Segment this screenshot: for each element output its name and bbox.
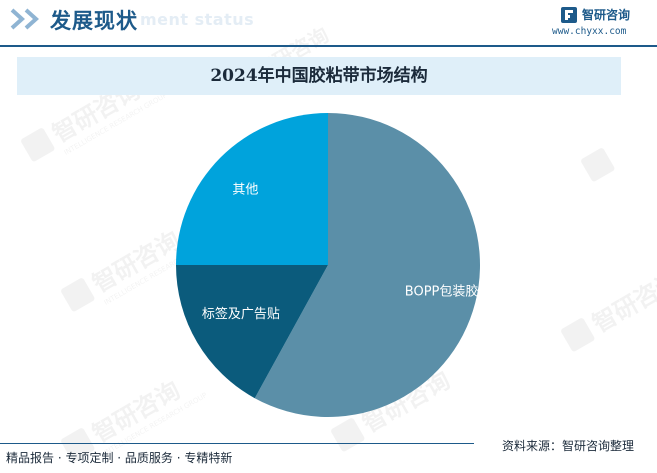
brand-url: www.chyxx.com xyxy=(552,26,627,37)
section-header: ment status 发展现状 智研咨询 www.chyxx.com xyxy=(0,0,657,40)
pie-slice-label: BOPP包装胶带 xyxy=(405,284,492,300)
section-title: 发展现状 xyxy=(50,9,138,33)
header-ghost-text: ment status xyxy=(140,10,255,29)
header-divider xyxy=(0,45,657,47)
footer-divider xyxy=(0,443,474,444)
source-note: 资料来源：智研咨询整理 xyxy=(502,439,635,453)
pie-slice xyxy=(254,113,481,418)
double-chevron-icon xyxy=(10,8,39,30)
pie-slice-label: 标签及广告贴 xyxy=(202,306,280,322)
chart-title: 2024年中国胶粘带市场结构 xyxy=(210,66,428,86)
brand-logo-icon xyxy=(561,7,577,23)
pie-slice-label: 其他 xyxy=(232,182,258,197)
brand-name: 智研咨询 xyxy=(582,8,631,22)
chart-title-band: 2024年中国胶粘带市场结构 xyxy=(17,57,621,95)
pie-slice xyxy=(176,265,328,399)
pie-slice xyxy=(176,113,328,265)
footer-tagline: 精品报告 · 专项定制 · 品质服务 · 专精特新 xyxy=(6,451,233,465)
